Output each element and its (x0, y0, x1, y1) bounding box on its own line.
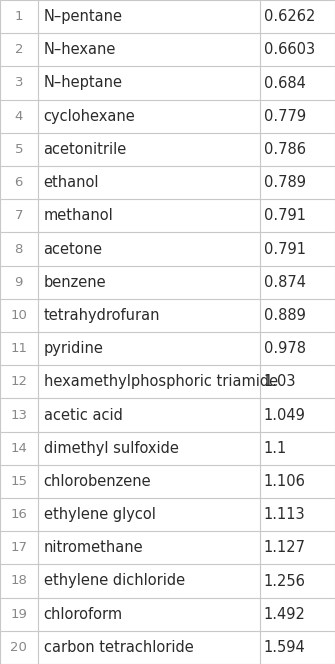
Text: 18: 18 (10, 574, 27, 588)
Text: 0.791: 0.791 (264, 208, 306, 223)
Text: acetonitrile: acetonitrile (44, 142, 127, 157)
Text: N–heptane: N–heptane (44, 76, 123, 90)
Text: hexamethylphosphoric triamide: hexamethylphosphoric triamide (44, 374, 278, 389)
Text: 0.789: 0.789 (264, 175, 306, 190)
Text: 16: 16 (10, 508, 27, 521)
Text: 11: 11 (10, 342, 27, 355)
Text: 1.049: 1.049 (264, 408, 306, 422)
Text: acetone: acetone (44, 242, 103, 256)
Text: 0.6262: 0.6262 (264, 9, 315, 24)
Text: 1.492: 1.492 (264, 607, 306, 622)
Text: 2: 2 (14, 43, 23, 56)
Text: 0.978: 0.978 (264, 341, 306, 356)
Text: 8: 8 (15, 242, 23, 256)
Text: 19: 19 (10, 608, 27, 621)
Text: pyridine: pyridine (44, 341, 104, 356)
Text: 1.594: 1.594 (264, 640, 306, 655)
Text: 4: 4 (15, 110, 23, 123)
Text: carbon tetrachloride: carbon tetrachloride (44, 640, 193, 655)
Text: 0.786: 0.786 (264, 142, 306, 157)
Text: 0.791: 0.791 (264, 242, 306, 256)
Text: chlorobenzene: chlorobenzene (44, 474, 151, 489)
Text: chloroform: chloroform (44, 607, 123, 622)
Text: 0.684: 0.684 (264, 76, 306, 90)
Text: benzene: benzene (44, 275, 106, 290)
Text: dimethyl sulfoxide: dimethyl sulfoxide (44, 441, 179, 456)
Text: 1: 1 (14, 10, 23, 23)
Text: 6: 6 (15, 176, 23, 189)
Text: 13: 13 (10, 408, 27, 422)
Text: N–pentane: N–pentane (44, 9, 123, 24)
Text: 9: 9 (15, 276, 23, 289)
Text: 17: 17 (10, 541, 27, 554)
Text: 12: 12 (10, 375, 27, 388)
Text: ethylene glycol: ethylene glycol (44, 507, 155, 522)
Text: tetrahydrofuran: tetrahydrofuran (44, 308, 160, 323)
Text: methanol: methanol (44, 208, 113, 223)
Text: N–hexane: N–hexane (44, 42, 116, 57)
Text: 5: 5 (14, 143, 23, 156)
Text: 1.127: 1.127 (264, 540, 306, 555)
Text: nitromethane: nitromethane (44, 540, 143, 555)
Text: 0.779: 0.779 (264, 109, 306, 124)
Text: cyclohexane: cyclohexane (44, 109, 135, 124)
Text: 3: 3 (14, 76, 23, 90)
Text: 1.256: 1.256 (264, 574, 306, 588)
Text: ethylene dichloride: ethylene dichloride (44, 574, 185, 588)
Text: 10: 10 (10, 309, 27, 322)
Text: 20: 20 (10, 641, 27, 654)
Text: 1.106: 1.106 (264, 474, 306, 489)
Text: 0.889: 0.889 (264, 308, 306, 323)
Text: 1.1: 1.1 (264, 441, 287, 456)
Text: 15: 15 (10, 475, 27, 488)
Text: 1.03: 1.03 (264, 374, 296, 389)
Text: 1.113: 1.113 (264, 507, 305, 522)
Text: acetic acid: acetic acid (44, 408, 122, 422)
Text: 0.6603: 0.6603 (264, 42, 315, 57)
Text: ethanol: ethanol (44, 175, 99, 190)
Text: 7: 7 (14, 209, 23, 222)
Text: 14: 14 (10, 442, 27, 455)
Text: 0.874: 0.874 (264, 275, 306, 290)
